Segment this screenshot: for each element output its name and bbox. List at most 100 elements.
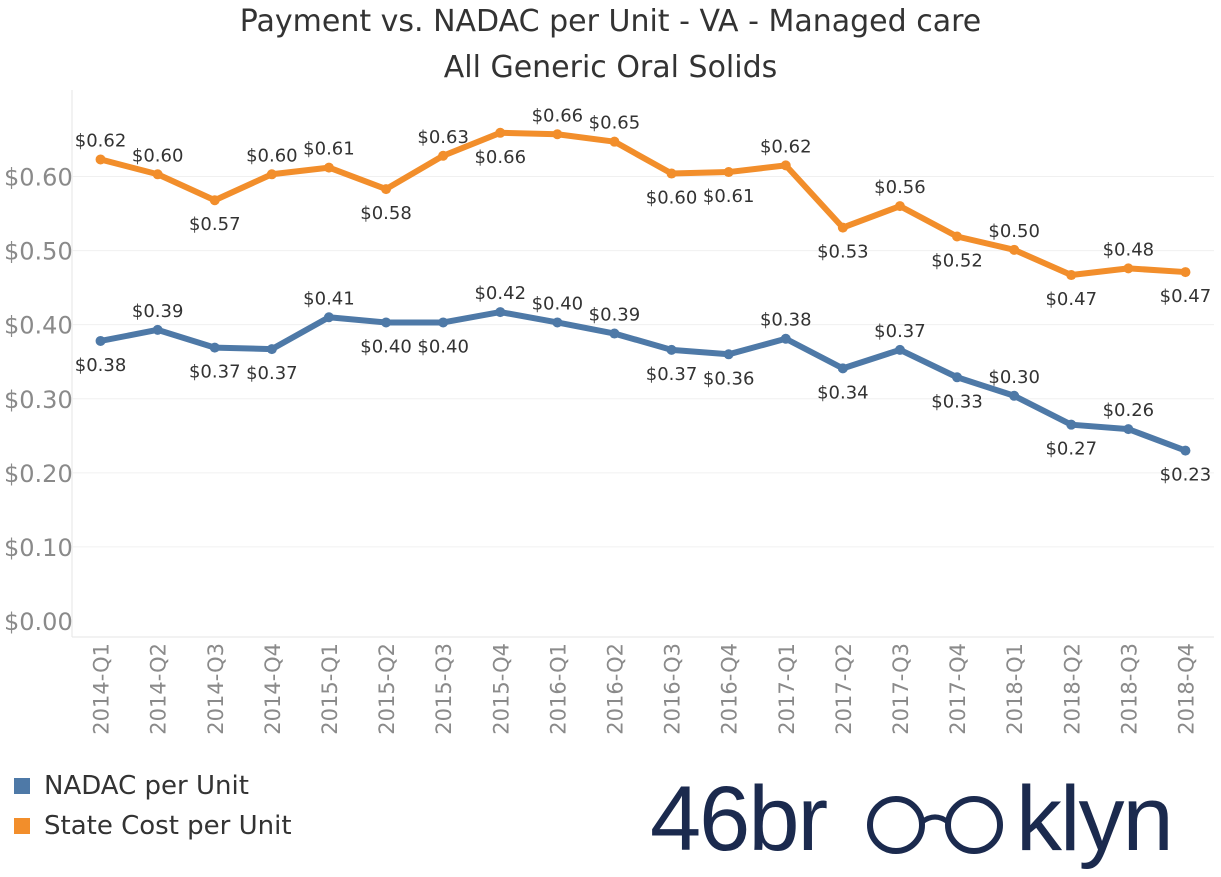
data-point xyxy=(152,324,163,335)
data-label: $0.37 xyxy=(189,362,241,383)
data-point xyxy=(894,201,905,212)
data-label: $0.58 xyxy=(360,203,412,224)
x-tick-label: 2014-Q2 xyxy=(147,643,171,735)
data-point xyxy=(723,167,734,178)
x-tick-label: 2018-Q2 xyxy=(1060,643,1084,735)
data-label: $0.39 xyxy=(589,305,641,326)
y-tick-label: $0.40 xyxy=(4,312,73,340)
data-point xyxy=(609,328,620,339)
data-point xyxy=(552,129,563,140)
data-label: $0.60 xyxy=(246,145,298,166)
data-point xyxy=(438,150,449,161)
x-tick-label: 2014-Q4 xyxy=(261,643,285,735)
data-point xyxy=(952,231,963,242)
data-label: $0.38 xyxy=(75,355,127,376)
data-label: $0.47 xyxy=(1045,289,1097,310)
legend-swatch-nadac xyxy=(14,778,30,794)
data-label: $0.52 xyxy=(931,251,983,272)
x-tick-label: 2018-Q1 xyxy=(1003,643,1027,735)
x-tick-label: 2015-Q4 xyxy=(489,643,513,735)
data-label: $0.34 xyxy=(817,382,869,403)
x-tick-label: 2016-Q3 xyxy=(661,643,685,735)
y-tick-label: $0.10 xyxy=(4,534,73,562)
legend: NADAC per Unit State Cost per Unit xyxy=(14,766,292,846)
data-point xyxy=(1123,263,1134,274)
data-label: $0.56 xyxy=(874,177,926,198)
data-point xyxy=(438,317,449,328)
legend-item-nadac[interactable]: NADAC per Unit xyxy=(14,766,292,806)
logo-text-prefix: 46br xyxy=(650,772,827,870)
x-tick-label: 2014-Q3 xyxy=(204,643,228,735)
x-tick-label: 2015-Q2 xyxy=(375,643,399,735)
x-tick-label: 2017-Q3 xyxy=(889,643,913,735)
data-label: $0.38 xyxy=(760,310,812,331)
y-tick-label: $0.00 xyxy=(4,608,73,636)
data-point xyxy=(381,184,392,195)
data-point xyxy=(894,344,905,355)
logo-text-suffix: klyn xyxy=(1016,772,1172,870)
data-point xyxy=(152,169,163,180)
chart-subtitle: All Generic Oral Solids xyxy=(443,50,778,85)
data-point xyxy=(609,136,620,147)
data-label: $0.50 xyxy=(988,221,1040,242)
x-tick-label: 2014-Q1 xyxy=(90,643,114,735)
data-point xyxy=(495,307,506,318)
data-label: $0.40 xyxy=(532,293,584,314)
data-point xyxy=(1066,419,1077,430)
x-tick-label: 2015-Q3 xyxy=(432,643,456,735)
data-label: $0.37 xyxy=(246,363,298,384)
data-label: $0.39 xyxy=(132,301,184,322)
x-tick-label: 2018-Q4 xyxy=(1174,643,1198,735)
data-point xyxy=(837,363,848,374)
data-label: $0.53 xyxy=(817,242,869,263)
data-label: $0.61 xyxy=(703,186,755,207)
series-line-0 xyxy=(97,309,1189,454)
data-label: $0.65 xyxy=(589,113,641,134)
data-point xyxy=(723,349,734,360)
data-label: $0.57 xyxy=(189,214,241,235)
x-tick-label: 2016-Q1 xyxy=(546,643,570,735)
data-label: $0.48 xyxy=(1103,239,1155,260)
data-label: $0.41 xyxy=(303,288,355,309)
chart-title: Payment vs. NADAC per Unit - VA - Manage… xyxy=(239,4,982,39)
data-label: $0.60 xyxy=(646,188,698,209)
data-point xyxy=(1123,424,1134,435)
legend-item-state-cost[interactable]: State Cost per Unit xyxy=(14,806,292,846)
data-label: $0.66 xyxy=(532,105,584,126)
data-label: $0.66 xyxy=(474,147,526,168)
x-tick-label: 2016-Q2 xyxy=(603,643,627,735)
data-label: $0.26 xyxy=(1103,400,1155,421)
glasses-icon xyxy=(867,796,1003,854)
x-tick-label: 2015-Q1 xyxy=(318,643,342,735)
x-tick-label: 2017-Q1 xyxy=(775,643,799,735)
data-label: $0.40 xyxy=(360,336,412,357)
data-label: $0.30 xyxy=(988,367,1040,388)
data-point xyxy=(1009,244,1020,255)
data-point xyxy=(1066,270,1077,281)
data-label: $0.36 xyxy=(703,368,755,389)
data-point xyxy=(837,222,848,233)
data-label: $0.27 xyxy=(1045,439,1097,460)
y-tick-label: $0.20 xyxy=(4,460,73,488)
data-point xyxy=(266,344,277,355)
data-point xyxy=(952,372,963,383)
data-point xyxy=(1009,390,1020,401)
legend-label-nadac: NADAC per Unit xyxy=(44,771,249,801)
legend-swatch-state-cost xyxy=(14,818,30,834)
data-label: $0.33 xyxy=(931,391,983,412)
data-label: $0.62 xyxy=(760,136,812,157)
data-point xyxy=(780,333,791,344)
x-tick-label: 2017-Q4 xyxy=(946,643,970,735)
data-label: $0.62 xyxy=(75,130,127,151)
data-label: $0.42 xyxy=(474,283,526,304)
x-tick-label: 2018-Q3 xyxy=(1117,643,1141,735)
data-label: $0.47 xyxy=(1160,286,1212,307)
series-line-1 xyxy=(97,129,1189,279)
data-point xyxy=(666,344,677,355)
data-point xyxy=(666,168,677,179)
legend-label-state-cost: State Cost per Unit xyxy=(44,811,292,841)
data-label: $0.37 xyxy=(874,321,926,342)
data-point xyxy=(209,195,220,206)
data-label: $0.37 xyxy=(646,364,698,385)
data-label: $0.61 xyxy=(303,139,355,160)
